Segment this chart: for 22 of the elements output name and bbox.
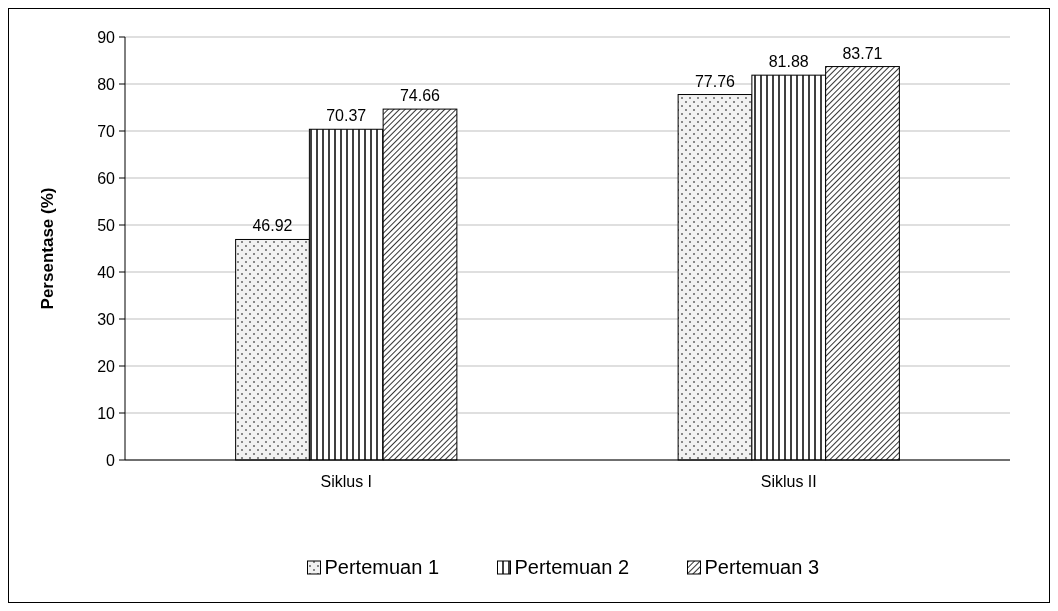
y-tick-label: 50 [97,216,116,234]
data-label: 70.37 [326,107,367,125]
y-tick-label: 10 [97,404,116,422]
y-tick-label: 90 [97,28,116,46]
y-tick-label: 40 [97,263,116,281]
x-tick-label: Siklus I [320,473,373,490]
legend-label: Pertemuan 2 [514,556,630,578]
y-tick-label: 30 [97,310,116,328]
data-label: 77.76 [694,72,736,90]
y-tick-label: 80 [97,75,116,93]
y-tick-label: 0 [106,451,116,469]
legend-label: Pertemuan 1 [324,556,440,578]
data-label: 83.71 [842,44,883,62]
y-axis-title: Persentase (%) [38,187,57,310]
y-tick-label: 60 [97,169,116,187]
x-tick-label: Siklus II [760,473,817,490]
data-label: 46.92 [252,217,293,235]
data-label: 81.88 [768,53,809,71]
legend-label: Pertemuan 3 [704,556,820,578]
y-tick-label: 70 [97,122,116,140]
y-tick-label: 20 [97,357,116,375]
data-label: 74.66 [399,87,441,105]
